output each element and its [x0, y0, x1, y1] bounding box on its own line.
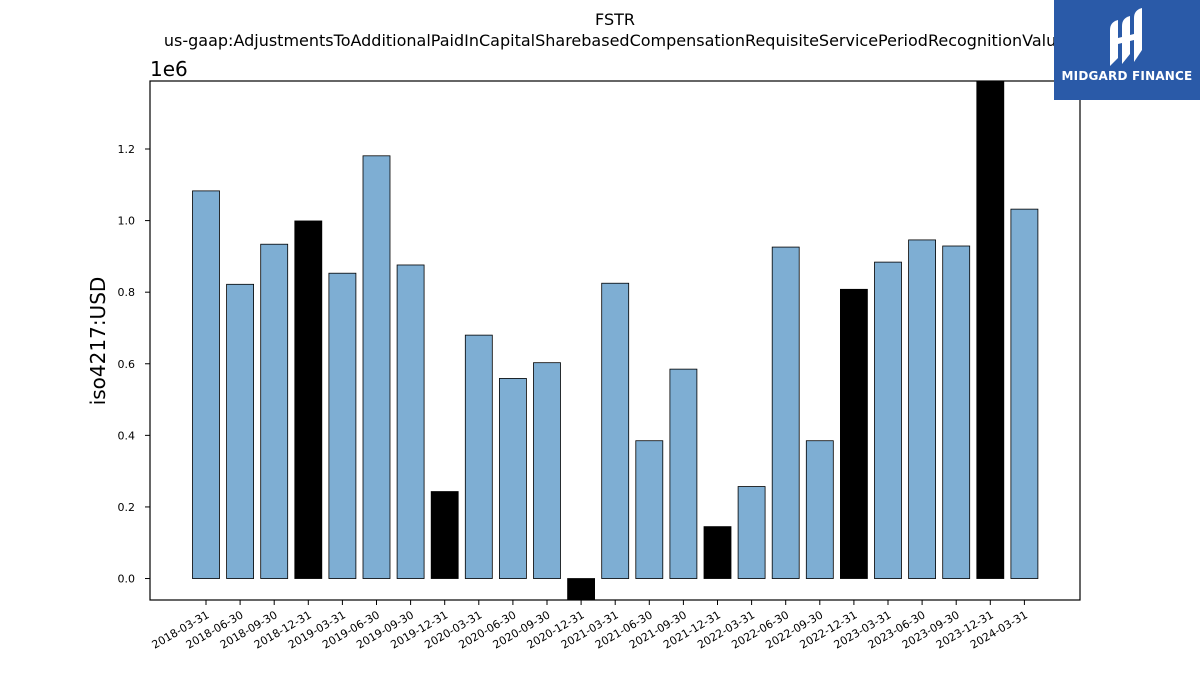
bar-2019-06-30 [362, 155, 391, 579]
y-tick-label: 0.8 [118, 286, 136, 299]
y-tick-label: 0.4 [118, 429, 136, 442]
logo-text: MIDGARD FINANCE [1061, 69, 1193, 83]
chart-title: FSTR [595, 10, 635, 29]
bar-2022-09-30 [805, 440, 834, 579]
bar-2022-03-31 [737, 486, 766, 579]
y-tick-label: 0.2 [118, 501, 136, 514]
y-tick-label: 0.0 [118, 573, 136, 586]
y-ticks-group: 0.0 0.2 0.4 0.6 0.8 1.0 1.2 [118, 143, 150, 586]
bar-2024-03-31 [1010, 208, 1039, 579]
bar-2018-12-31 [294, 220, 323, 579]
bar-2023-06-30 [908, 239, 936, 579]
bar-2020-12-31 [567, 578, 595, 601]
bar-2018-06-30 [226, 283, 255, 579]
bar-2019-03-31 [328, 272, 357, 579]
bar-2019-12-31 [430, 491, 459, 579]
midgard-finance-logo: MIDGARD FINANCE [1054, 0, 1200, 100]
bar-2023-09-30 [942, 245, 971, 579]
bar-2022-12-31 [840, 288, 868, 579]
plot-frame [149, 80, 1081, 601]
bar-2021-06-30 [635, 440, 664, 579]
bar-2021-03-31 [601, 282, 630, 579]
bar-2021-12-31 [703, 526, 732, 579]
y-tick-label: 0.6 [118, 358, 136, 371]
y-tick-label: 1.2 [118, 143, 136, 156]
bar-2018-09-30 [260, 243, 289, 579]
bar-2023-12-31 [976, 80, 1005, 579]
chart-subtitle: us-gaap:AdjustmentsToAdditionalPaidInCap… [164, 31, 1066, 50]
bar-2018-03-31 [192, 190, 220, 579]
y-axis-label: iso4217:USD [86, 277, 110, 406]
midgard-logo-icon [1110, 8, 1142, 66]
y-axis-offset-label: 1e6 [150, 57, 188, 81]
bar-2020-06-30 [498, 378, 527, 579]
y-tick-label: 1.0 [118, 215, 136, 228]
x-ticks-group: 2018-03-312018-06-302018-09-302018-12-31… [150, 600, 1030, 652]
bars-group [192, 80, 1039, 601]
bar-2023-03-31 [874, 261, 902, 579]
bar-2019-09-30 [396, 264, 425, 579]
bar-2022-06-30 [771, 246, 800, 579]
bar-2021-09-30 [669, 368, 698, 579]
bar-2020-09-30 [533, 362, 561, 579]
bar-2020-03-31 [464, 334, 493, 579]
